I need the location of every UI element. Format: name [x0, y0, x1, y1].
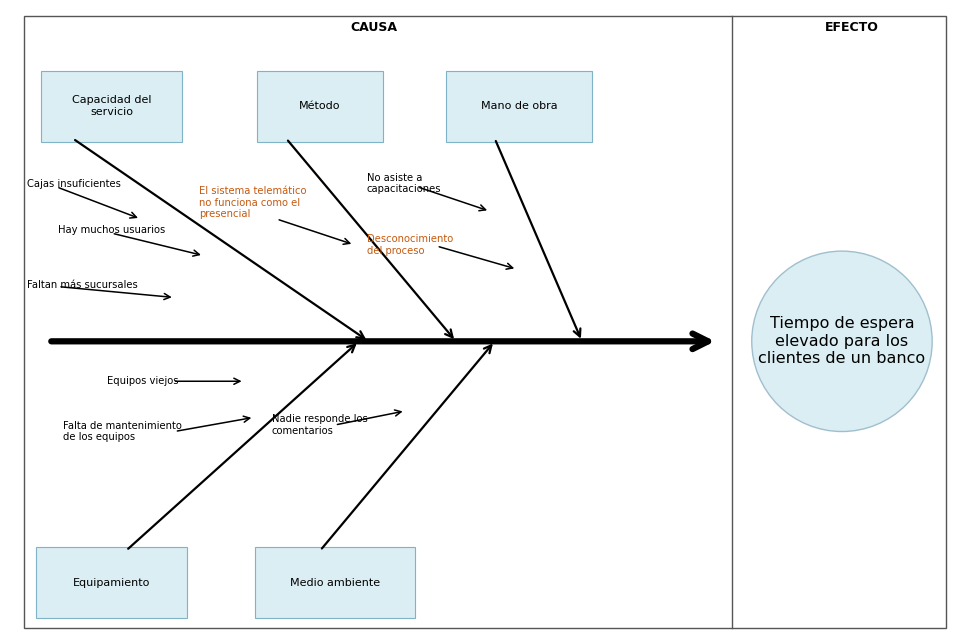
Text: Hay muchos usuarios: Hay muchos usuarios	[58, 225, 166, 235]
FancyBboxPatch shape	[37, 547, 186, 618]
Text: No asiste a
capacitaciones: No asiste a capacitaciones	[366, 173, 441, 194]
Text: Medio ambiente: Medio ambiente	[290, 578, 379, 588]
Text: El sistema telemático
no funciona como el
presencial: El sistema telemático no funciona como e…	[199, 186, 306, 220]
Text: EFECTO: EFECTO	[824, 21, 878, 33]
FancyBboxPatch shape	[257, 71, 383, 142]
Text: Mano de obra: Mano de obra	[481, 101, 556, 111]
Text: Tiempo de espera
elevado para los
clientes de un banco: Tiempo de espera elevado para los client…	[758, 316, 924, 366]
Text: Equipamiento: Equipamiento	[73, 578, 150, 588]
Text: Capacidad del
servicio: Capacidad del servicio	[72, 95, 151, 117]
Text: Nadie responde los
comentarios: Nadie responde los comentarios	[271, 414, 367, 436]
Ellipse shape	[751, 251, 931, 431]
Text: Método: Método	[299, 101, 340, 111]
FancyBboxPatch shape	[254, 547, 414, 618]
Text: Equipos viejos: Equipos viejos	[107, 376, 178, 386]
Text: CAUSA: CAUSA	[350, 21, 396, 33]
Text: Desconocimiento
del proceso: Desconocimiento del proceso	[366, 234, 453, 256]
FancyBboxPatch shape	[41, 71, 182, 142]
Text: Falta de mantenimiento
de los equipos: Falta de mantenimiento de los equipos	[63, 421, 182, 442]
Text: Cajas insuficientes: Cajas insuficientes	[27, 178, 121, 189]
FancyBboxPatch shape	[446, 71, 591, 142]
Text: Faltan más sucursales: Faltan más sucursales	[27, 279, 138, 290]
